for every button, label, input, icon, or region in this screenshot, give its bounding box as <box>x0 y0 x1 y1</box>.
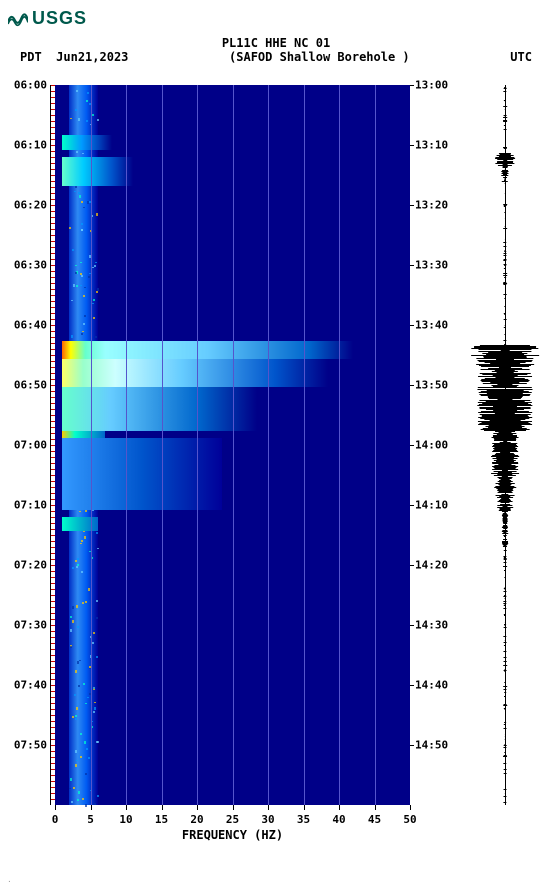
tz-left-label: PDT Jun21,2023 <box>20 50 128 64</box>
pdt-tick-label: 06:30 <box>14 259 47 272</box>
pdt-tick-label: 07:00 <box>14 439 47 452</box>
usgs-logo: USGS <box>8 8 87 29</box>
seismogram-trace <box>470 85 540 805</box>
pdt-tick-label: 07:30 <box>14 619 47 632</box>
utc-tick-label: 14:30 <box>415 619 448 632</box>
freq-tick-label: 40 <box>332 813 345 826</box>
usgs-wave-icon <box>8 11 28 27</box>
freq-tick-label: 15 <box>155 813 168 826</box>
utc-tick-label: 14:50 <box>415 739 448 752</box>
pdt-tick-label: 07:20 <box>14 559 47 572</box>
freq-tick-label: 30 <box>261 813 274 826</box>
utc-tick-label: 14:00 <box>415 439 448 452</box>
utc-tick-label: 13:50 <box>415 379 448 392</box>
freq-tick-label: 35 <box>297 813 310 826</box>
utc-tick-label: 13:20 <box>415 199 448 212</box>
utc-tick-label: 14:20 <box>415 559 448 572</box>
utc-time-axis: 13:0013:1013:2013:3013:4013:5014:0014:10… <box>415 85 457 805</box>
pdt-tick-label: 06:00 <box>14 79 47 92</box>
site-name: (SAFOD Shallow Borehole ) <box>229 50 410 64</box>
pdt-tick-label: 07:40 <box>14 679 47 692</box>
freq-tick-label: 5 <box>87 813 94 826</box>
spectrogram-plot <box>55 85 410 805</box>
spectrogram-event <box>62 341 353 359</box>
freq-tick-label: 10 <box>119 813 132 826</box>
utc-tick-label: 13:30 <box>415 259 448 272</box>
spectrogram-event <box>62 157 133 186</box>
usgs-logo-text: USGS <box>32 8 87 29</box>
pdt-tick-label: 07:10 <box>14 499 47 512</box>
spectrogram-event <box>62 135 112 149</box>
footer-mark: . <box>8 874 11 885</box>
freq-tick-label: 50 <box>403 813 416 826</box>
freq-tick-label: 0 <box>52 813 59 826</box>
pdt-tick-label: 06:40 <box>14 319 47 332</box>
pdt-time-axis: 06:0006:1006:2006:3006:4006:5007:0007:10… <box>5 85 47 805</box>
utc-tick-label: 13:10 <box>415 139 448 152</box>
utc-tick-label: 14:40 <box>415 679 448 692</box>
pdt-tick-label: 06:10 <box>14 139 47 152</box>
frequency-axis-label: FREQUENCY (HZ) <box>55 828 410 842</box>
pdt-tick-label: 06:50 <box>14 379 47 392</box>
spectrogram-event <box>62 359 328 388</box>
pdt-tick-label: 06:20 <box>14 199 47 212</box>
utc-tick-label: 13:00 <box>415 79 448 92</box>
freq-tick-label: 20 <box>190 813 203 826</box>
freq-tick-label: 45 <box>368 813 381 826</box>
plot-header: PL11C HHE NC 01 PDT Jun21,2023 (SAFOD Sh… <box>0 36 552 64</box>
spectrogram-event <box>62 517 98 531</box>
tz-right-label: UTC <box>510 50 532 64</box>
freq-tick-label: 25 <box>226 813 239 826</box>
spectrogram-event <box>62 438 222 510</box>
spectrogram-event <box>62 387 257 430</box>
pdt-tick-label: 07:50 <box>14 739 47 752</box>
station-id: PL11C HHE NC 01 <box>0 36 552 50</box>
utc-tick-label: 13:40 <box>415 319 448 332</box>
utc-tick-label: 14:10 <box>415 499 448 512</box>
